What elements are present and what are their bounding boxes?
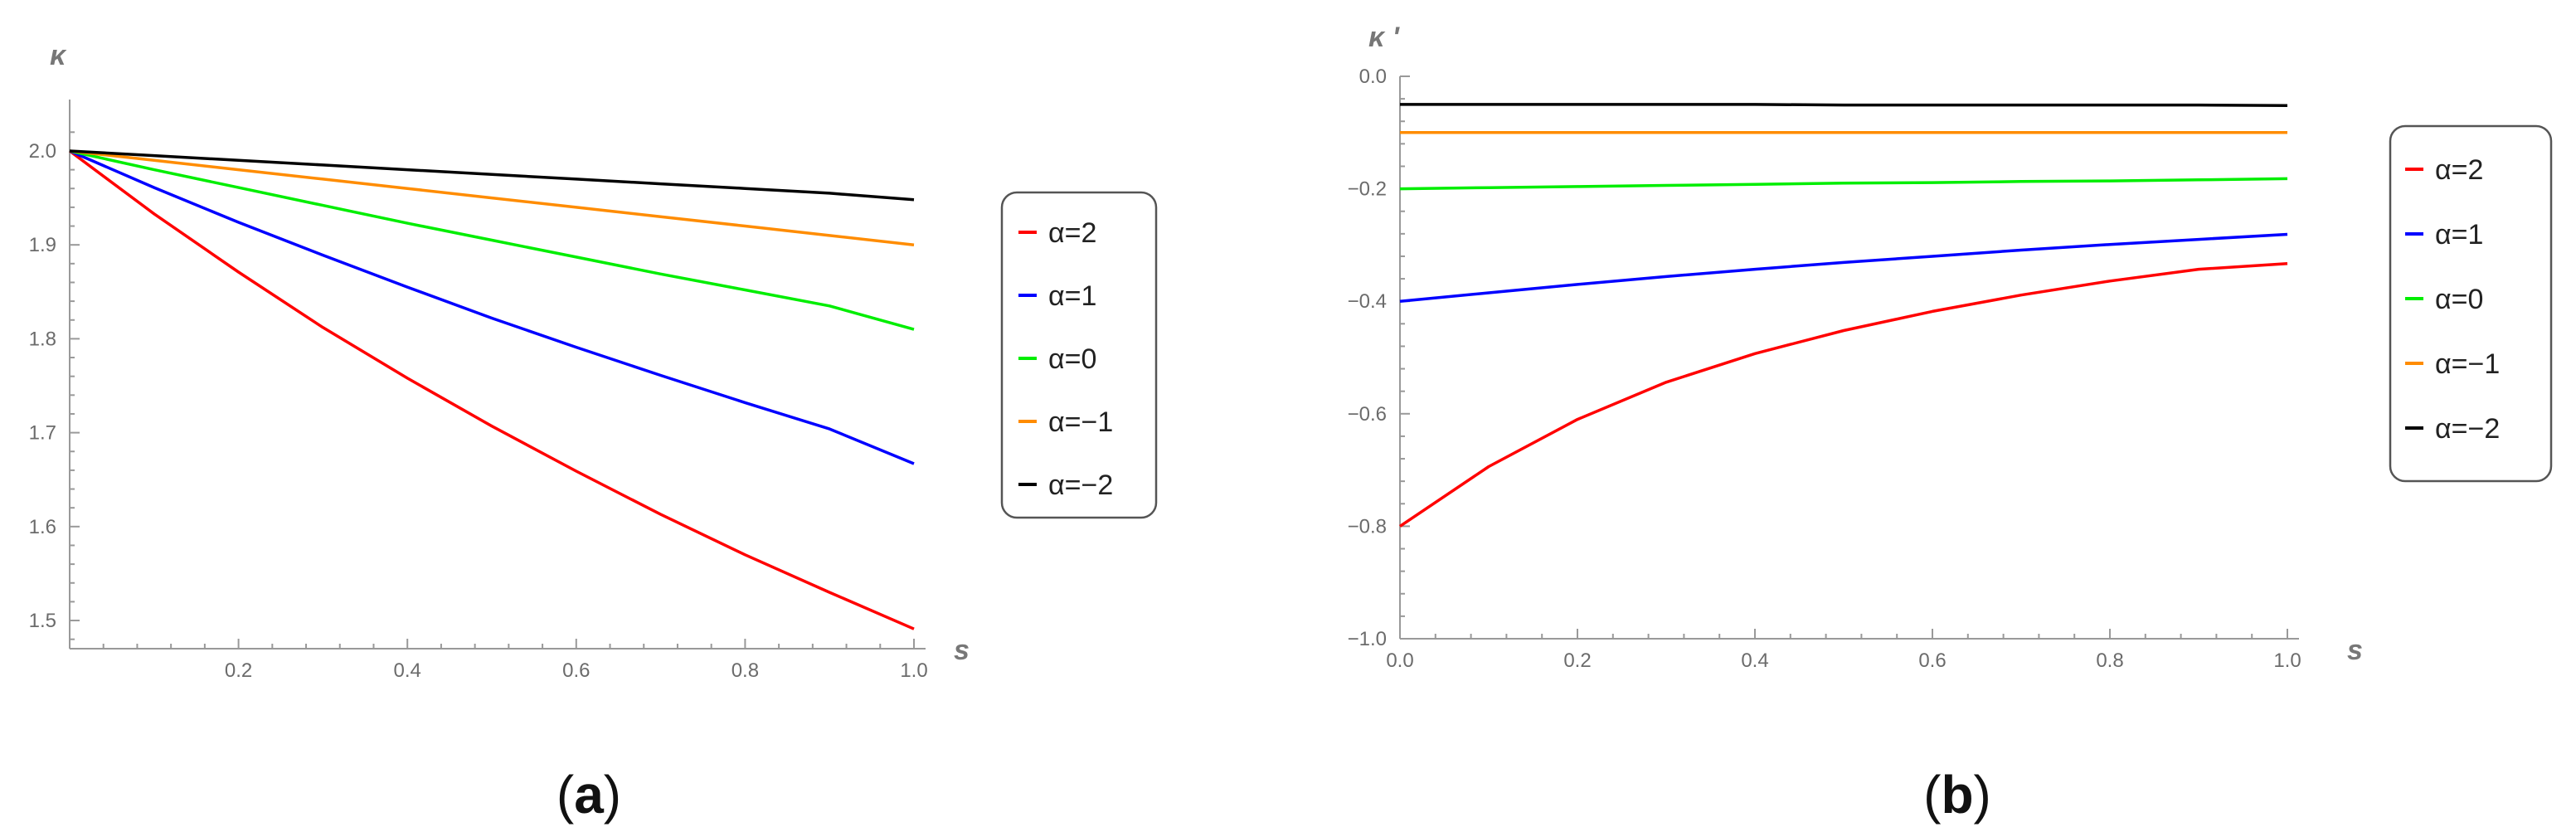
y-tick-label: 1.7: [29, 422, 56, 445]
y-tick-label: 0.0: [1359, 66, 1387, 88]
y-tick-label: 2.0: [29, 140, 56, 163]
legend-label: α=1: [2435, 219, 2483, 251]
legend-label: α=1: [1048, 280, 1096, 312]
y-tick-label: −0.4: [1348, 290, 1387, 313]
panel-a-legend: α=2 α=1 α=0 α=−1 α=−2: [1000, 191, 1158, 519]
series-line-1: [69, 149, 915, 465]
series-line-3: [69, 149, 915, 246]
y-tick-label: 1.9: [29, 234, 56, 256]
legend-label: α=0: [1048, 343, 1096, 375]
x-tick-label: 0.0: [1386, 650, 1413, 672]
series-line-2: [69, 149, 915, 331]
y-axis-title: κ: [50, 40, 67, 71]
x-tick-label: 0.4: [394, 659, 421, 682]
series-line-0: [1399, 262, 2288, 528]
legend-label: α=0: [2435, 284, 2483, 315]
legend-label: α=−2: [2435, 413, 2500, 445]
x-tick-label: 0.4: [1741, 650, 1768, 672]
x-tick-label: 1.0: [2273, 650, 2301, 672]
panel-a: 0.2 0.4 0.6 0.8 1.01.51.61.71.81.92.0κs α=2α…: [29, 40, 1158, 825]
x-tick-label: 0.6: [562, 659, 590, 682]
y-tick-label: 1.5: [29, 610, 56, 632]
panel-b-series: [1399, 103, 2288, 528]
panel-a-axes: 0.2 0.4 0.6 0.8 1.0 1.5 1.6 1.7 1.8 1.9 2.0 κ s: [29, 40, 970, 682]
panel-b: 0.0 0.2 0.4 0.6 0.8 1.0 −1.0 −0.8 −0.6 −0.4 −0.2 0.…: [1348, 22, 2553, 825]
x-axis-title: s: [2347, 635, 2363, 666]
panel-a-legend-frame: [1000, 191, 1158, 519]
legend-label: α=2: [2435, 154, 2483, 186]
panel-b-legend-frame: [2389, 124, 2553, 483]
x-axis-title: s: [954, 635, 970, 666]
series-line-0: [68, 149, 915, 630]
panel-a-caption: (a): [557, 765, 621, 825]
x-tick-label: 0.2: [225, 659, 252, 682]
x-tick-label: 0.2: [1563, 650, 1591, 672]
series-line-4: [69, 149, 915, 202]
legend-label: α=2: [1048, 217, 1096, 249]
x-tick-label: 0.6: [1918, 650, 1946, 672]
x-tick-label: 0.8: [731, 659, 759, 682]
series-line-1: [1399, 232, 2288, 303]
y-tick-label: −0.8: [1348, 515, 1387, 538]
y-tick-label: −1.0: [1348, 628, 1387, 650]
y-axis-title: κ ': [1368, 22, 1401, 53]
panel-b-legend: α=2 α=1 α=0 α=−1 α=−2: [2389, 124, 2553, 483]
panel-a-series: [68, 149, 915, 630]
y-tick-label: −0.2: [1348, 178, 1387, 201]
series-line-2: [1399, 177, 2288, 191]
legend-label: α=−1: [2435, 348, 2500, 380]
x-tick-label: 0.8: [2096, 650, 2123, 672]
y-tick-label: 1.8: [29, 328, 56, 350]
x-tick-label: 1.0: [900, 659, 927, 682]
panel-b-caption: (b): [1923, 765, 1991, 825]
y-tick-label: 1.6: [29, 516, 56, 538]
panel-b-axes: 0.0 0.2 0.4 0.6 0.8 1.0 −1.0 −0.8 −0.6 −0.4 −0.2 0.…: [1348, 22, 2363, 672]
legend-label: α=−1: [1048, 406, 1113, 438]
y-tick-label: −0.6: [1348, 403, 1387, 426]
legend-label: α=−2: [1048, 470, 1113, 501]
